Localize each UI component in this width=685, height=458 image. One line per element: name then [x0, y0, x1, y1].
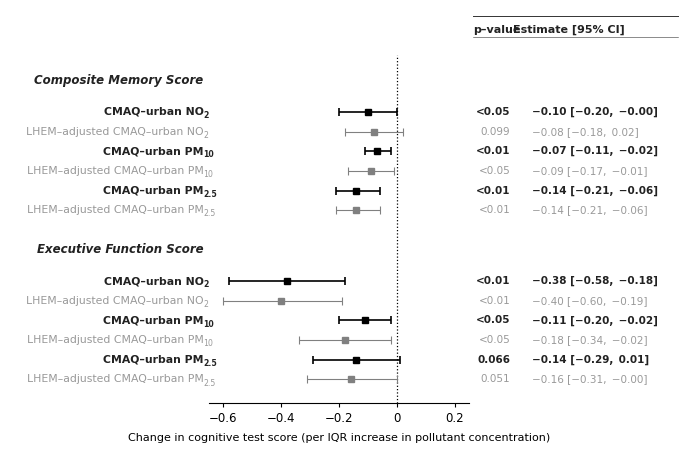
Text: LHEM–adjusted CMAQ–urban NO: LHEM–adjusted CMAQ–urban NO: [26, 127, 203, 136]
Text: −0.14 [−0.21, −0.06]: −0.14 [−0.21, −0.06]: [532, 185, 658, 196]
Text: p–value: p–value: [473, 25, 521, 35]
Text: <0.01: <0.01: [476, 276, 510, 286]
Text: 10: 10: [203, 170, 213, 179]
Text: −0.14 [−0.29, 0.01]: −0.14 [−0.29, 0.01]: [532, 354, 649, 365]
Text: 2: 2: [203, 111, 209, 120]
Text: 10: 10: [203, 320, 214, 328]
Text: 2: 2: [203, 131, 208, 140]
Text: CMAQ–urban PM: CMAQ–urban PM: [103, 316, 203, 326]
Text: 2.5: 2.5: [203, 359, 217, 368]
Text: LHEM–adjusted CMAQ–urban PM: LHEM–adjusted CMAQ–urban PM: [27, 335, 203, 345]
Text: LHEM–adjusted CMAQ–urban NO: LHEM–adjusted CMAQ–urban NO: [26, 296, 203, 306]
Text: Composite Memory Score: Composite Memory Score: [34, 74, 203, 87]
Text: −0.18 [−0.34, −0.02]: −0.18 [−0.34, −0.02]: [532, 335, 647, 345]
Text: LHEM–adjusted CMAQ–urban PM: LHEM–adjusted CMAQ–urban PM: [27, 205, 203, 215]
Text: 2: 2: [203, 280, 209, 289]
Text: Estimate [95% CI]: Estimate [95% CI]: [512, 25, 625, 35]
Text: <0.01: <0.01: [476, 185, 510, 196]
Text: −0.11 [−0.20, −0.02]: −0.11 [−0.20, −0.02]: [532, 315, 658, 326]
Text: −0.10 [−0.20, −0.00]: −0.10 [−0.20, −0.00]: [532, 107, 658, 117]
Text: CMAQ–urban NO: CMAQ–urban NO: [103, 107, 203, 117]
Text: −0.38 [−0.58, −0.18]: −0.38 [−0.58, −0.18]: [532, 276, 658, 286]
Text: 0.051: 0.051: [481, 375, 510, 384]
X-axis label: Change in cognitive test score (per IQR increase in pollutant concentration): Change in cognitive test score (per IQR …: [128, 433, 550, 443]
Text: CMAQ–urban PM: CMAQ–urban PM: [103, 146, 203, 156]
Text: CMAQ–urban NO: CMAQ–urban NO: [103, 276, 203, 286]
Text: 10: 10: [203, 151, 214, 159]
Text: <0.01: <0.01: [479, 296, 510, 306]
Text: −0.09 [−0.17, −0.01]: −0.09 [−0.17, −0.01]: [532, 166, 647, 176]
Text: 2: 2: [203, 300, 208, 309]
Text: −0.07 [−0.11, −0.02]: −0.07 [−0.11, −0.02]: [532, 146, 658, 157]
Text: CMAQ–urban PM: CMAQ–urban PM: [103, 355, 203, 365]
Text: LHEM–adjusted CMAQ–urban PM: LHEM–adjusted CMAQ–urban PM: [27, 166, 203, 176]
Text: −0.14 [−0.21, −0.06]: −0.14 [−0.21, −0.06]: [532, 205, 647, 215]
Text: −0.40 [−0.60, −0.19]: −0.40 [−0.60, −0.19]: [532, 296, 647, 306]
Text: −0.16 [−0.31, −0.00]: −0.16 [−0.31, −0.00]: [532, 375, 647, 384]
Text: Executive Function Score: Executive Function Score: [37, 243, 203, 256]
Text: 0.066: 0.066: [477, 355, 510, 365]
Text: <0.05: <0.05: [476, 316, 510, 326]
Text: <0.01: <0.01: [479, 205, 510, 215]
Text: 2.5: 2.5: [203, 190, 217, 199]
Text: 2.5: 2.5: [203, 209, 216, 218]
Text: 2.5: 2.5: [203, 379, 216, 387]
Text: 0.099: 0.099: [481, 127, 510, 136]
Text: <0.01: <0.01: [476, 146, 510, 156]
Text: −0.08 [−0.18, 0.02]: −0.08 [−0.18, 0.02]: [532, 127, 638, 136]
Text: LHEM–adjusted CMAQ–urban PM: LHEM–adjusted CMAQ–urban PM: [27, 375, 203, 384]
Text: <0.05: <0.05: [479, 335, 510, 345]
Text: <0.05: <0.05: [479, 166, 510, 176]
Text: <0.05: <0.05: [476, 107, 510, 117]
Text: 10: 10: [203, 339, 213, 348]
Text: CMAQ–urban PM: CMAQ–urban PM: [103, 185, 203, 196]
